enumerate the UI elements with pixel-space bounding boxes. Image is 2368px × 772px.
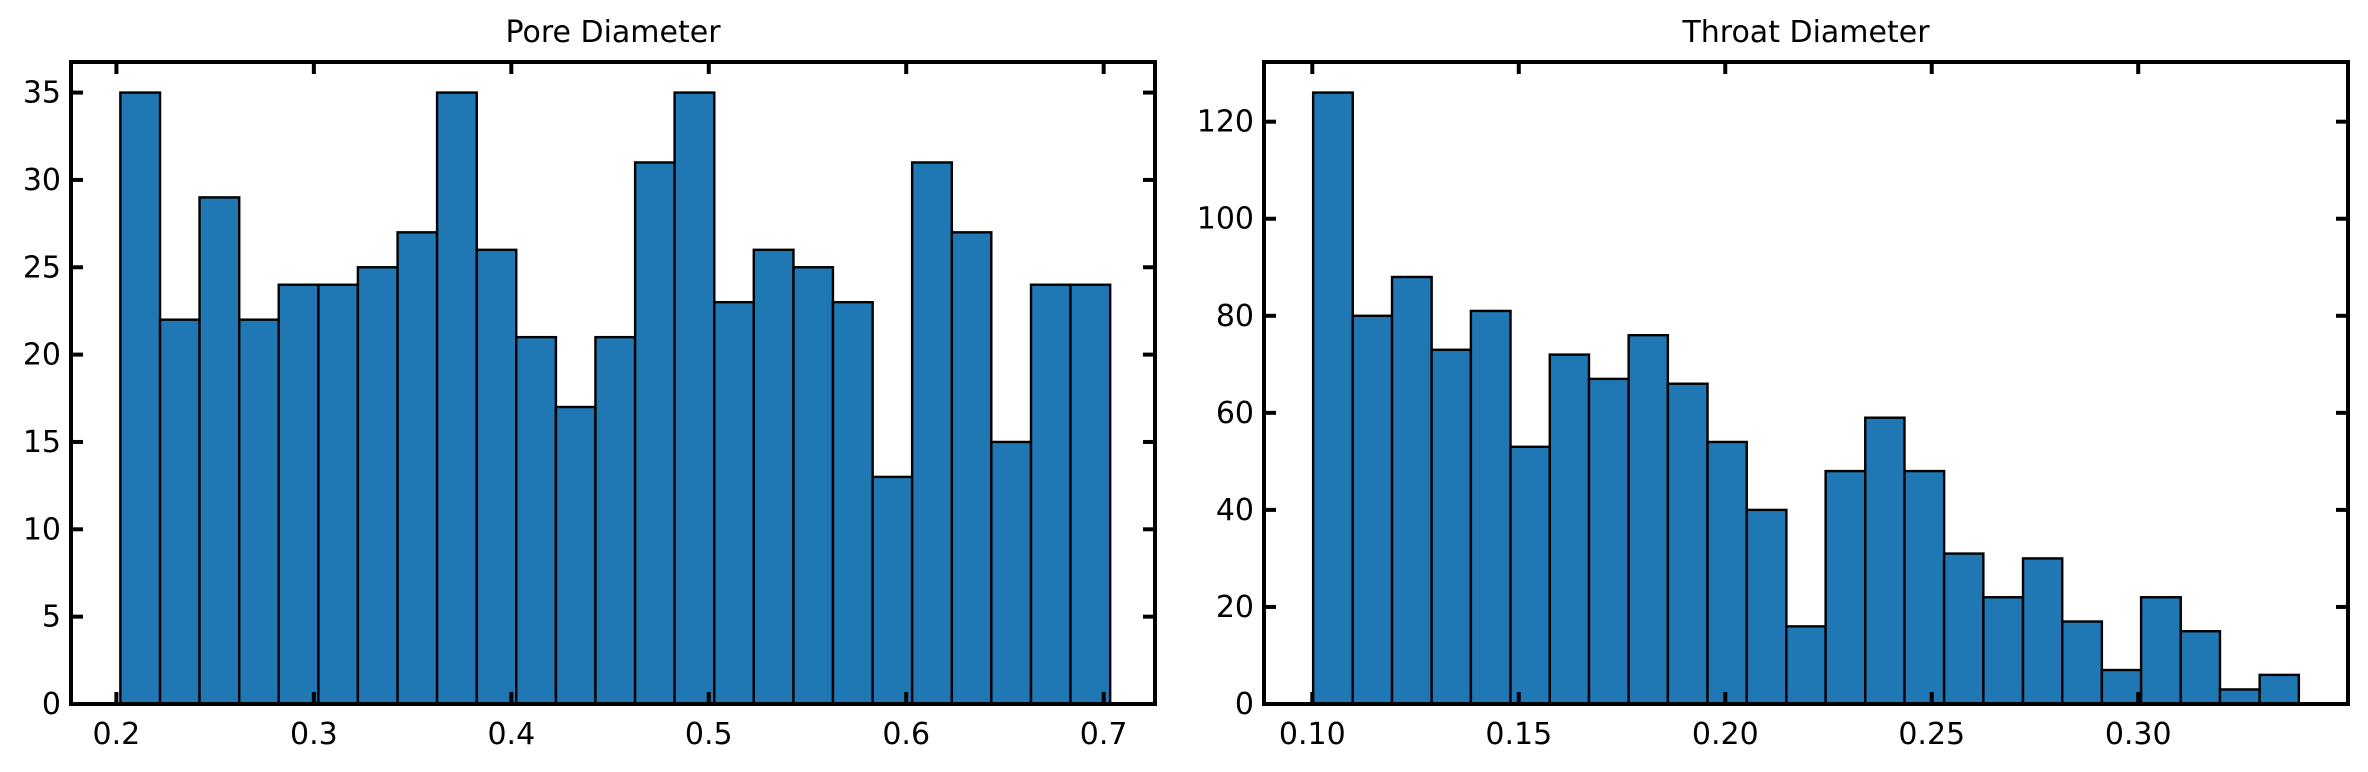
throat-bar [1351, 314, 1394, 706]
throat-bar [2061, 620, 2104, 706]
pore-bar [990, 440, 1033, 706]
throat-y-tick-label: 60 [1216, 396, 1254, 431]
throat-x-tick-label: 0.30 [2105, 717, 2172, 752]
pore-bar [1029, 283, 1072, 706]
pore-y-tick-label: 0 [42, 687, 61, 722]
pore-bar [871, 475, 914, 706]
pore-bar [713, 301, 755, 706]
pore-axes-frame [69, 60, 1157, 706]
pore-bar [594, 335, 637, 706]
pore-bars [119, 91, 1112, 706]
pore-diameter-panel: Pore Diameter 0.2 0.3 0.4 0.5 0.6 0.7 0 5 10 15 20… [23, 15, 1157, 752]
throat-bar [1706, 440, 1748, 706]
throat-bar [1509, 445, 1551, 706]
pore-y-axis: 0 5 10 15 20 25 30 35 [23, 76, 1155, 722]
pore-bar [792, 266, 835, 706]
throat-bar [1311, 91, 1354, 706]
pore-y-tick-label: 5 [42, 600, 61, 635]
throat-diameter-title: Throat Diameter [1681, 15, 1930, 50]
pore-bar [633, 161, 676, 706]
throat-bar [1824, 469, 1867, 706]
throat-bar [1469, 309, 1512, 706]
pore-bar [356, 266, 399, 706]
throat-bar [2139, 596, 2182, 706]
throat-bars [1311, 91, 2301, 706]
pore-x-tick-label: 0.6 [882, 717, 930, 752]
throat-x-axis: 0.10 0.15 0.20 0.25 0.30 [1279, 62, 2172, 752]
pore-bar [752, 248, 795, 706]
pore-bar [673, 91, 716, 706]
throat-bar [1745, 508, 1788, 706]
throat-bar [1903, 469, 1946, 706]
throat-bar [2218, 688, 2261, 706]
throat-y-tick-label: 20 [1216, 590, 1254, 625]
throat-axes-frame [1262, 60, 2350, 706]
pore-bar [158, 318, 201, 706]
pore-bar [475, 248, 518, 706]
throat-bar [1942, 552, 1985, 706]
pore-y-tick-label: 35 [23, 76, 61, 111]
pore-bar [831, 301, 874, 706]
throat-y-tick-label: 0 [1235, 687, 1254, 722]
pore-x-tick-label: 0.3 [290, 717, 338, 752]
pore-bar [910, 161, 954, 706]
throat-bar [2179, 630, 2222, 706]
pore-x-tick-label: 0.7 [1080, 717, 1128, 752]
throat-y-tick-label: 40 [1216, 493, 1254, 528]
throat-bar [1548, 353, 1591, 706]
throat-y-tick-label: 100 [1197, 202, 1254, 237]
throat-bar [1785, 625, 1827, 706]
throat-y-axis: 0 20 40 60 80 100 120 [1197, 105, 2348, 722]
throat-bar [2258, 673, 2301, 706]
throat-bar [1430, 348, 1473, 706]
pore-y-tick-label: 15 [23, 425, 61, 460]
pore-x-tick-label: 0.4 [487, 717, 535, 752]
pore-bar [238, 318, 280, 706]
pore-bar [396, 231, 439, 706]
throat-y-tick-label: 120 [1197, 105, 1254, 140]
throat-bar [2021, 557, 2064, 706]
pore-bar [435, 91, 478, 706]
pore-bar [554, 405, 597, 706]
pore-diameter-title: Pore Diameter [505, 15, 721, 50]
pore-x-tick-label: 0.5 [685, 717, 733, 752]
pore-bar [317, 283, 360, 706]
throat-bar [1390, 275, 1433, 706]
pore-bar [277, 283, 320, 706]
pore-y-tick-label: 20 [23, 338, 61, 373]
pore-y-tick-label: 25 [23, 250, 61, 285]
throat-bar [2100, 668, 2143, 706]
pore-bar [515, 335, 558, 706]
throat-diameter-panel: Throat Diameter 0.10 0.15 0.20 0.25 0.30 0 20 4… [1197, 15, 2350, 752]
throat-x-tick-label: 0.20 [1692, 717, 1759, 752]
throat-x-tick-label: 0.10 [1279, 717, 1346, 752]
pore-y-tick-label: 10 [23, 512, 61, 547]
throat-x-tick-label: 0.15 [1485, 717, 1552, 752]
throat-bar [1666, 382, 1709, 706]
pore-y-tick-label: 30 [23, 163, 61, 198]
throat-x-tick-label: 0.25 [1898, 717, 1965, 752]
pore-bar [119, 91, 162, 706]
pore-x-axis: 0.2 0.3 0.4 0.5 0.6 0.7 [93, 62, 1128, 752]
throat-bar [1864, 416, 1906, 706]
pore-x-tick-label: 0.2 [93, 717, 141, 752]
pore-bar [198, 196, 241, 706]
pore-bar [1069, 283, 1112, 706]
throat-y-tick-label: 80 [1216, 299, 1254, 334]
throat-bar [1587, 377, 1630, 706]
throat-bar [1982, 596, 2025, 706]
pore-bar [950, 231, 993, 706]
throat-bar [1627, 334, 1670, 706]
